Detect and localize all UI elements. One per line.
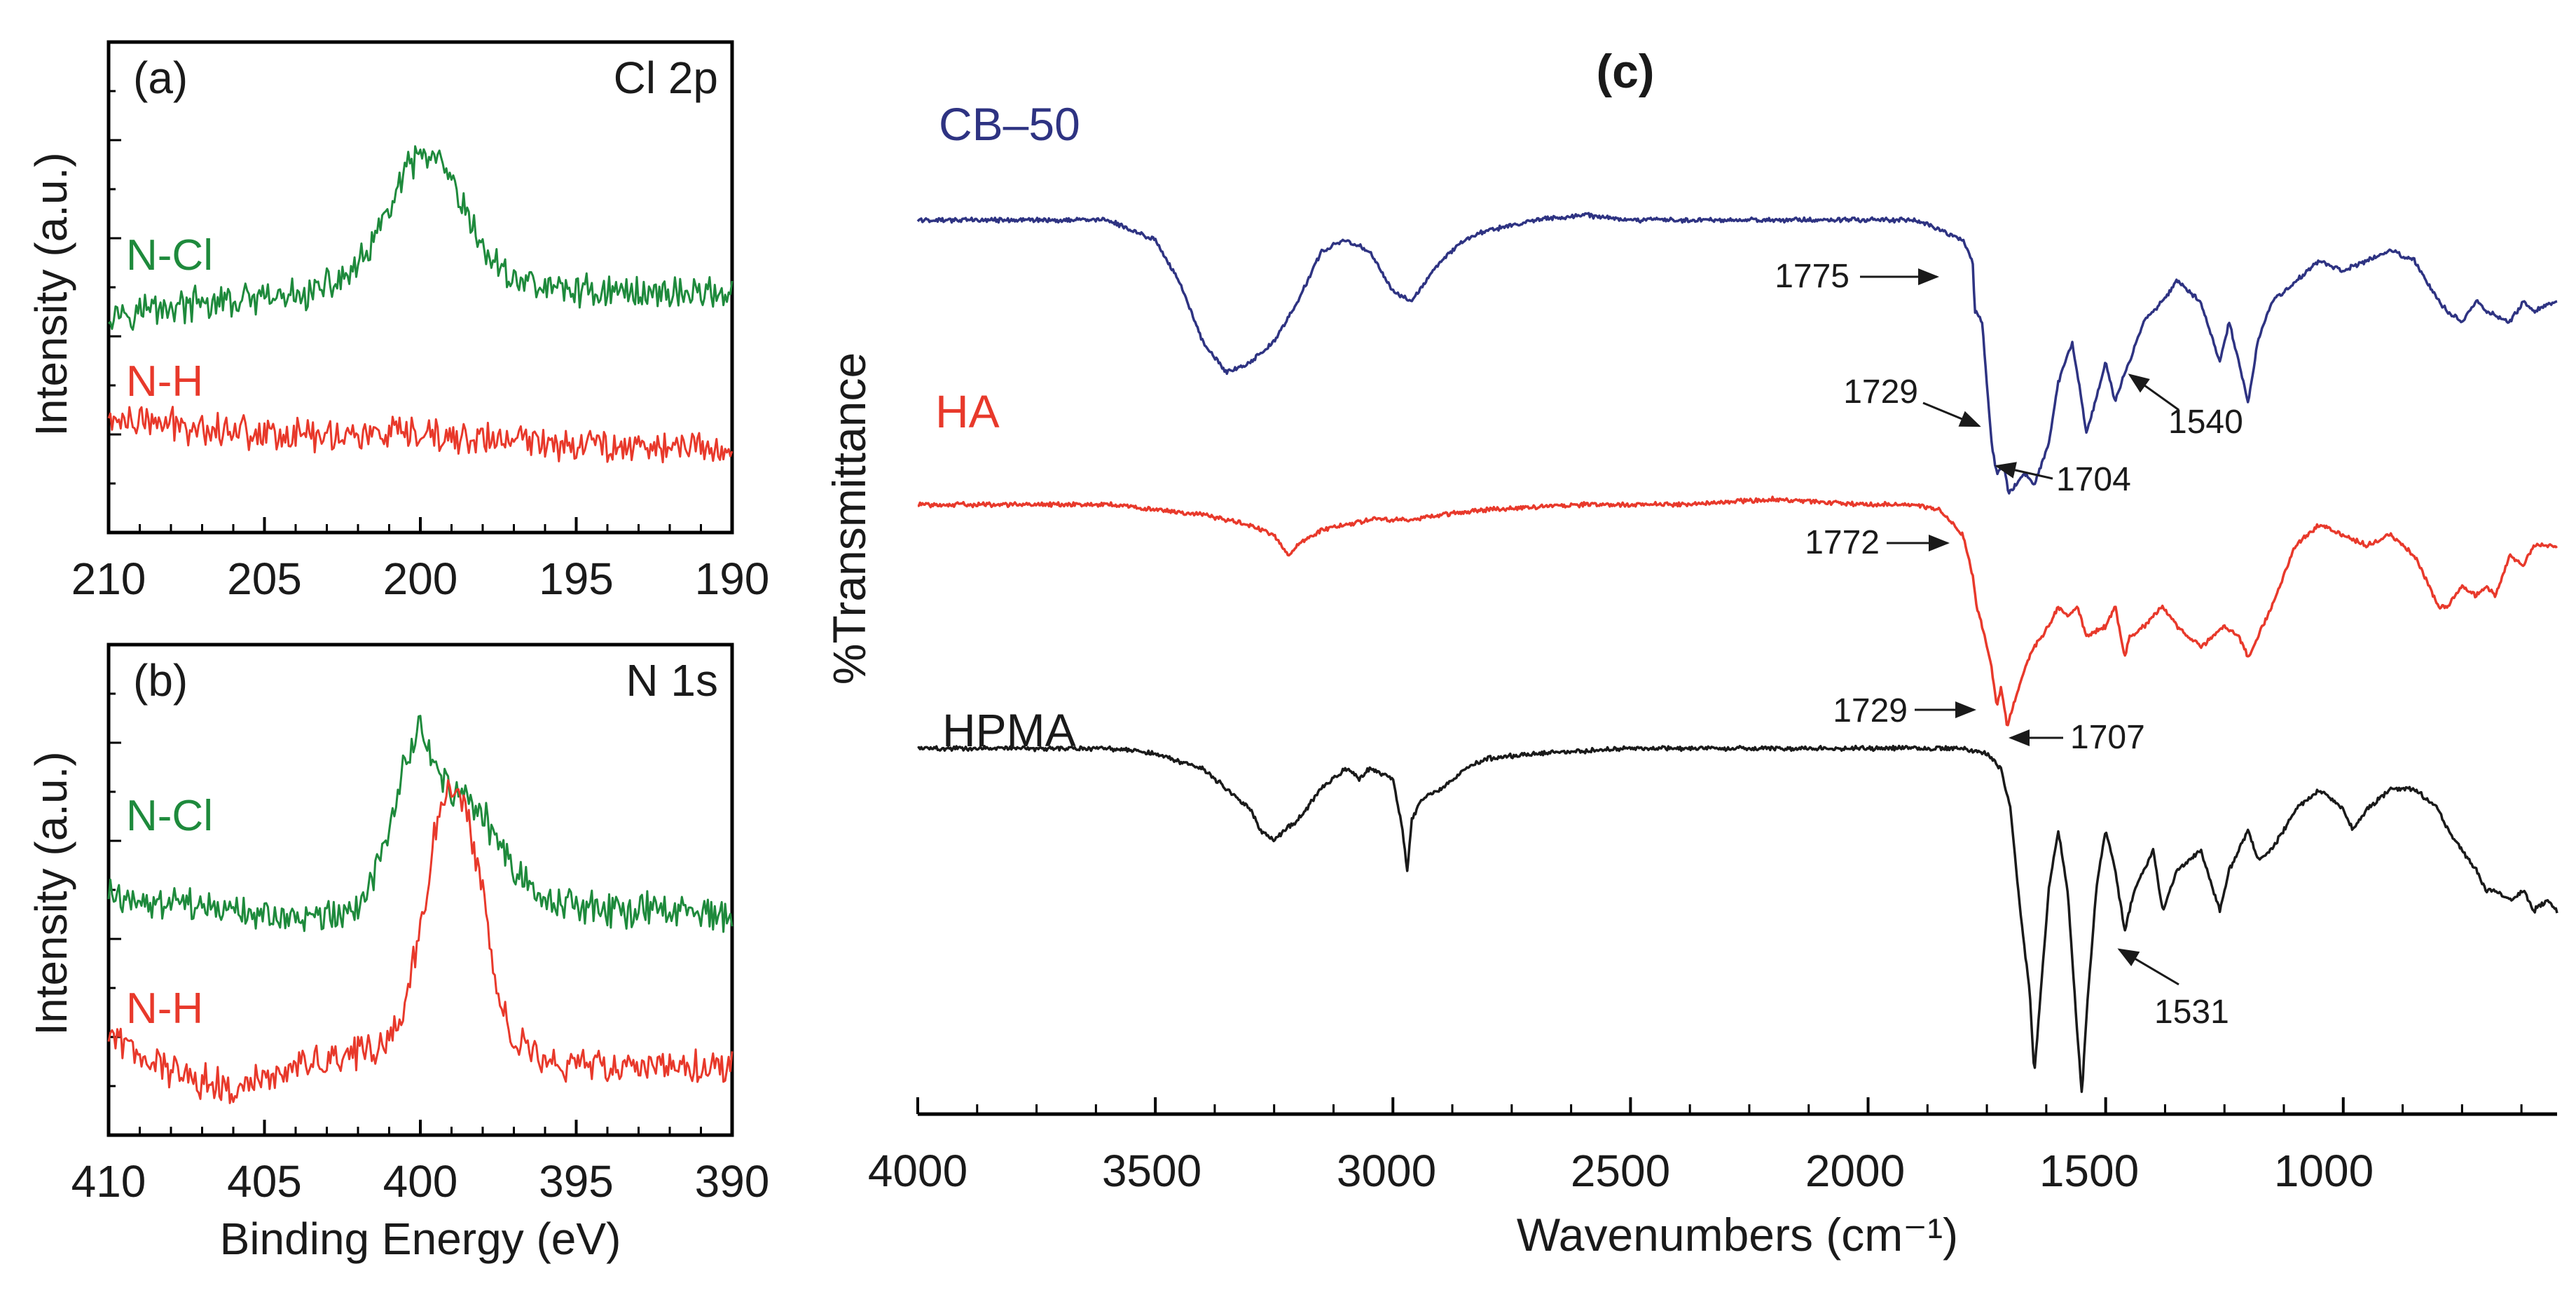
series-line-cb-50 [916,212,2558,495]
panel-a-tick-label: 210 [71,554,146,604]
panel-b-tick-label: 410 [71,1156,146,1207]
panel-a-tick-label: 200 [383,554,458,604]
panel-b: (b) N 1s N-Cl N-H Intensity (a.u.) 410 4… [26,643,770,1264]
annotation-arrow [2117,948,2179,986]
series-line-n-cl [107,715,733,933]
panel-a-legend-n-h: N-H [126,357,203,406]
panel-c-tick-label: 4000 [868,1146,967,1196]
panel-c: (c) %Transmittance CB–50 HA HPMA 4000 35… [823,45,2558,1261]
panel-a-frame [106,40,734,535]
panel-c-xlabel: Wavenumbers (cm⁻¹) [1517,1209,1958,1261]
panel-b-tick-labels: 410 405 400 395 390 [71,1156,770,1207]
panel-c-annotations: 1775 1729 1540 1704 1772 1729 1707 1531 [1775,258,2243,1031]
panel-c-series-label-hpma: HPMA [942,704,1076,756]
series-line-ha [917,495,2558,727]
panel-b-tick-label: 390 [695,1156,770,1207]
panel-c-ylabel: %Transmittance [823,352,875,685]
series-line-hpma [917,744,2558,1093]
panel-c-lines [916,212,2558,1093]
panel-c-tick-label: 2500 [1571,1146,1670,1196]
panel-c-label: (c) [1596,45,1654,98]
panel-a-ticks [107,90,733,533]
series-line-n-cl [107,145,733,331]
panel-c-tick-label: 1000 [2274,1146,2374,1196]
panel-a-lines [107,145,733,464]
annotation-cb-1729: 1729 [1843,373,1918,411]
annotation-cb-1704: 1704 [2056,461,2131,498]
panel-c-ticks [916,1097,2523,1114]
annotation-cb-1775: 1775 [1775,258,1850,295]
panel-a-tick-label: 195 [539,554,614,604]
panel-c-tick-label: 3500 [1102,1146,1201,1196]
panel-c-series-label-cb50: CB–50 [939,98,1080,150]
panel-b-lines [107,715,733,1104]
panel-b-label: (b) [133,655,188,706]
panel-b-legend-n-h: N-H [126,984,203,1033]
panel-a-tick-label: 190 [695,554,770,604]
panel-b-title: N 1s [626,655,718,706]
annotation-hpma-1531: 1531 [2154,994,2229,1031]
panel-b-tick-label: 400 [383,1156,458,1207]
panel-a-ylabel: Intensity (a.u.) [26,152,76,437]
panel-a-title: Cl 2p [614,53,718,103]
panel-c-tick-label: 3000 [1337,1146,1436,1196]
panel-a-tick-label: 205 [227,554,302,604]
annotation-arrow [1922,401,1981,427]
panel-a-tick-labels: 210 205 200 195 190 [71,554,770,604]
annotation-ha-1729: 1729 [1833,692,1908,729]
panel-a-legend-n-cl: N-Cl [126,231,213,280]
annotation-cb-1540: 1540 [2168,404,2243,441]
panel-b-legend-n-cl: N-Cl [126,792,213,840]
panel-c-series-label-ha: HA [935,385,1000,437]
series-line-n-h [107,779,733,1104]
panel-b-xlabel: Binding Energy (eV) [220,1214,621,1264]
annotation-ha-1707: 1707 [2070,719,2145,756]
panel-b-ticks [107,692,733,1135]
annotation-arrow [1995,462,2053,480]
panel-b-ylabel: Intensity (a.u.) [26,751,76,1036]
annotation-arrow [2128,373,2179,411]
series-line-n-h [107,406,733,464]
panel-c-tick-label: 2000 [1805,1146,1905,1196]
panel-b-tick-label: 405 [227,1156,302,1207]
panel-a-label: (a) [133,53,188,103]
panel-a: (a) Cl 2p N-Cl N-H Intensity (a.u.) 210 … [26,40,770,604]
annotation-ha-1772: 1772 [1805,524,1880,561]
panel-c-tick-label: 1500 [2039,1146,2139,1196]
panel-c-tick-labels: 4000 3500 3000 2500 2000 1500 1000 [868,1146,2374,1196]
panel-b-tick-label: 395 [539,1156,614,1207]
